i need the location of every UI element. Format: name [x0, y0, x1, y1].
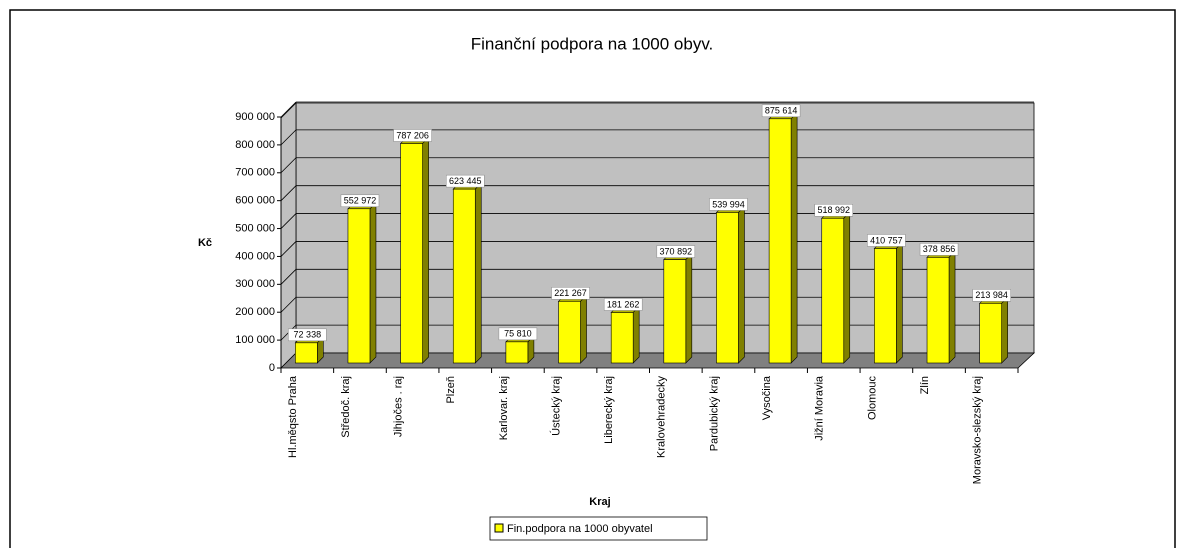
bar-side	[948, 250, 956, 364]
bar-side	[474, 182, 482, 364]
bar-side	[843, 211, 851, 364]
y-tick-label: 300 000	[235, 278, 275, 290]
bar	[768, 118, 792, 364]
value-label-box	[551, 287, 590, 300]
value-label: 72 338	[294, 330, 322, 340]
grid-line	[280, 129, 297, 146]
x-tick-label: Jižní Moravia	[814, 375, 826, 441]
value-label-box	[867, 234, 906, 247]
value-label: 875 614	[765, 106, 798, 116]
bar-side	[738, 205, 745, 364]
x-tick-label: Plzeň	[445, 376, 457, 404]
value-label: 552 972	[344, 196, 377, 206]
x-tick-label: Pardubický kraj	[708, 376, 720, 451]
value-label: 213 984	[975, 290, 1008, 300]
x-tick-label: Olomouc	[866, 376, 878, 421]
x-tick-label: Jihjočes . raj	[393, 376, 405, 437]
bar	[610, 312, 634, 364]
grid-line	[280, 269, 297, 285]
bar	[926, 257, 950, 364]
x-tick-label: Zlín	[919, 376, 931, 394]
y-axis-label: Kč	[198, 237, 212, 249]
value-label-box	[814, 204, 853, 217]
value-label-box	[603, 298, 643, 311]
bar	[505, 341, 529, 364]
x-tick-label: Karlovar. kraj	[498, 376, 510, 440]
bar-side	[896, 241, 903, 364]
bar	[452, 188, 476, 364]
y-tick-label: 900 000	[235, 111, 275, 123]
bar-side	[685, 252, 693, 364]
value-label-box	[919, 243, 959, 256]
x-tick-label: Středoč. kraj	[340, 376, 352, 438]
grid-line	[280, 213, 297, 229]
bar	[663, 259, 687, 364]
value-label: 75 810	[504, 329, 532, 339]
grid-line	[280, 296, 297, 313]
chart-title: Finanční podpora na 1000 obyv.	[471, 34, 714, 53]
x-tick-label: Hl.měqsto Praha	[287, 375, 299, 458]
legend-box	[489, 516, 708, 541]
x-tick-label: Vysočina	[761, 375, 773, 420]
chart-frame	[9, 9, 1176, 548]
x-tick-label: Ústecký kraj	[549, 376, 562, 436]
value-label-box	[498, 327, 538, 341]
bar	[295, 342, 318, 364]
legend-swatch	[494, 523, 504, 533]
x-axis-label: Kraj	[589, 496, 610, 508]
value-label-box	[709, 198, 748, 211]
y-tick-label: 0	[269, 362, 275, 374]
value-label: 787 206	[396, 130, 429, 140]
bar	[400, 143, 423, 364]
grid-line	[280, 185, 297, 201]
legend-label: Fin.podpora na 1000 obyvatel	[507, 523, 653, 535]
value-label-box	[446, 174, 485, 188]
bar	[558, 300, 581, 364]
grid-line	[280, 241, 297, 257]
value-label: 539 994	[712, 199, 745, 209]
value-label-box	[288, 328, 327, 342]
x-tick-label: Moravsko-slezský kraj	[972, 376, 984, 484]
value-label: 410 757	[870, 235, 903, 245]
value-label-box	[393, 129, 432, 142]
bar-side	[580, 294, 587, 364]
floor	[280, 352, 1036, 369]
value-label-box	[972, 289, 1011, 302]
value-label: 518 992	[817, 205, 850, 215]
value-label: 623 445	[449, 176, 482, 186]
value-label: 370 892	[660, 246, 693, 256]
bar	[979, 303, 1002, 364]
bar	[716, 212, 739, 364]
bar-side	[369, 202, 377, 364]
bar	[874, 248, 897, 364]
bar-side	[1001, 296, 1008, 364]
bar	[347, 208, 371, 364]
value-label-box	[656, 245, 696, 258]
grid-line	[280, 157, 297, 174]
x-tick-label: Kralovehradecky	[656, 376, 668, 458]
bar-side	[790, 112, 798, 364]
bar	[821, 217, 845, 364]
value-label: 378 856	[923, 244, 956, 254]
y-tick-label: 700 000	[235, 167, 275, 179]
y-tick-label: 800 000	[235, 139, 275, 151]
y-tick-label: 100 000	[235, 334, 275, 346]
bar-side	[422, 136, 429, 364]
y-tick-label: 400 000	[235, 250, 275, 262]
y-tick-label: 500 000	[235, 222, 275, 234]
value-label: 181 262	[607, 299, 640, 309]
value-label-box	[761, 104, 801, 118]
value-label-box	[340, 194, 380, 208]
y-tick-label: 200 000	[235, 306, 275, 318]
y-tick-label: 600 000	[235, 195, 275, 207]
bar-side	[632, 305, 640, 364]
grid-line	[280, 101, 297, 118]
value-label: 221 267	[554, 288, 587, 298]
x-tick-label: Liberecký kraj	[603, 376, 615, 444]
